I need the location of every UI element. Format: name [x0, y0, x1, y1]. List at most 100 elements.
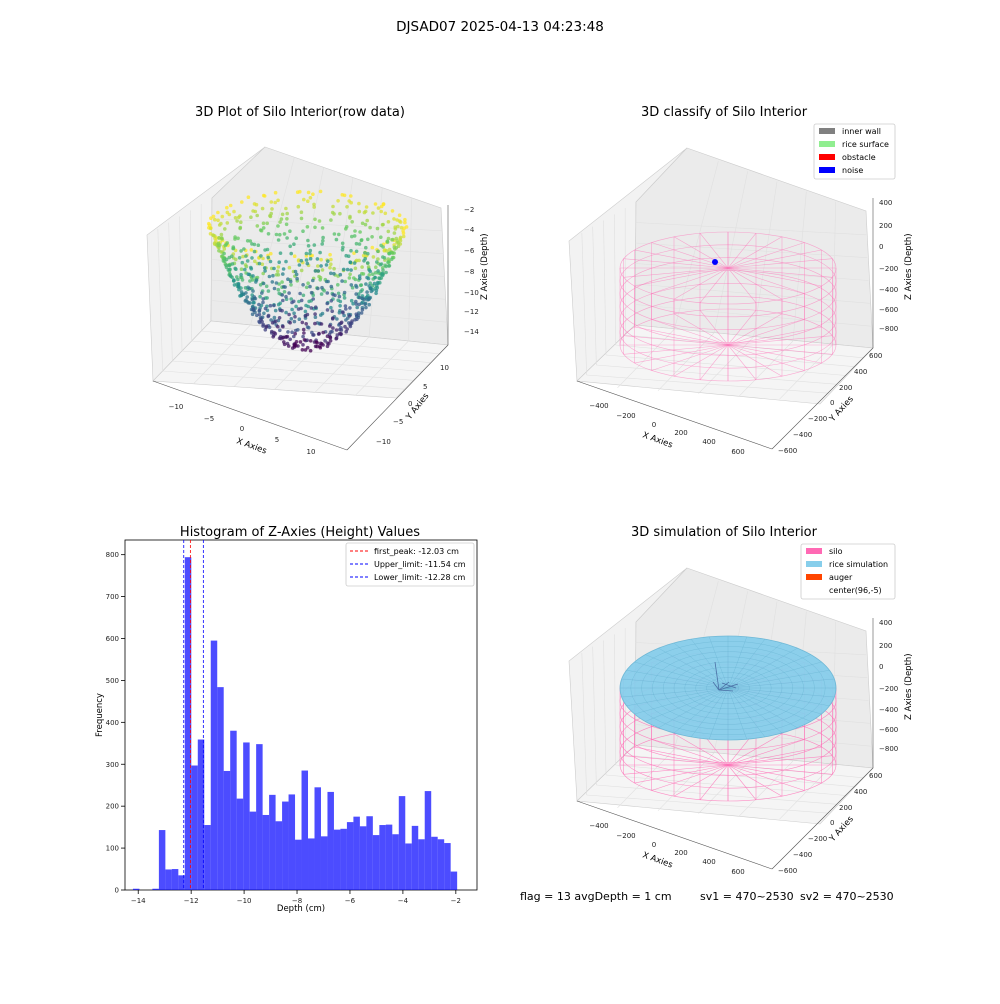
histogram-ylabel: Frequency: [95, 693, 105, 737]
point-marker: [305, 286, 309, 290]
point-marker: [381, 274, 385, 278]
point-marker: [308, 285, 312, 289]
point-marker: [271, 280, 275, 284]
point-marker: [262, 312, 266, 316]
point-marker: [387, 252, 391, 256]
panel1-ztick: −12: [464, 308, 479, 316]
point-marker: [274, 191, 278, 195]
histogram-legend: first_peak: -12.03 cm Upper_limit: -11.5…: [346, 543, 474, 586]
point-marker: [267, 232, 271, 236]
point-marker: [217, 249, 221, 253]
point-marker: [261, 301, 265, 305]
histogram-bar: [276, 821, 282, 890]
point-marker: [265, 222, 269, 226]
point-marker: [221, 215, 225, 219]
point-marker: [326, 345, 330, 349]
point-marker: [373, 282, 377, 286]
histogram-bar: [217, 687, 223, 890]
panel1-ztick: −2: [464, 206, 474, 214]
point-marker: [343, 291, 347, 295]
point-marker: [337, 233, 341, 237]
panel2-xtick: −400: [589, 402, 608, 410]
panel2-ztick: −200: [879, 265, 898, 273]
point-marker: [307, 326, 311, 330]
point-marker: [258, 313, 262, 317]
point-marker: [247, 195, 251, 199]
panel2-ytick: −400: [793, 431, 812, 439]
point-marker: [216, 219, 220, 223]
point-marker: [318, 278, 322, 282]
point-marker: [263, 269, 267, 273]
point-marker: [349, 325, 353, 329]
point-marker: [379, 235, 383, 239]
point-marker: [267, 289, 271, 293]
point-marker: [247, 272, 251, 276]
point-marker: [290, 330, 294, 334]
point-marker: [258, 262, 262, 266]
histogram-xtick-label: −10: [237, 897, 252, 905]
panel4-xtick: 400: [702, 858, 715, 866]
point-marker: [297, 205, 301, 209]
point-marker: [232, 245, 236, 249]
point-marker: [263, 248, 267, 252]
point-marker: [355, 285, 359, 289]
point-marker: [244, 254, 248, 258]
histogram-ytick-label: 0: [115, 887, 119, 895]
point-marker: [229, 204, 233, 208]
point-marker: [331, 211, 335, 215]
histogram-bar: [243, 742, 249, 890]
point-marker: [294, 305, 298, 309]
point-marker: [273, 287, 277, 291]
point-marker: [363, 211, 367, 215]
point-marker: [277, 238, 281, 242]
legend-label: obstacle: [842, 153, 876, 162]
point-marker: [224, 263, 228, 267]
point-marker: [373, 276, 377, 280]
legend-label: silo: [829, 547, 843, 556]
point-marker: [329, 218, 333, 222]
histogram-xtick-label: −14: [131, 897, 146, 905]
point-marker: [278, 233, 282, 237]
point-marker: [321, 331, 325, 335]
point-marker: [321, 268, 325, 272]
panel4-xtick: −200: [616, 832, 635, 840]
point-marker: [350, 220, 354, 224]
point-marker: [270, 207, 274, 211]
histogram-bar: [308, 838, 314, 890]
point-marker: [363, 302, 367, 306]
point-marker: [273, 201, 277, 205]
histogram-bar: [399, 796, 405, 890]
legend-label: rice surface: [842, 140, 889, 149]
point-marker: [385, 249, 389, 253]
point-marker: [255, 214, 259, 218]
point-marker: [306, 262, 310, 266]
point-marker: [293, 320, 297, 324]
point-marker: [240, 290, 244, 294]
point-marker: [277, 273, 281, 277]
point-marker: [379, 210, 383, 214]
point-marker: [231, 262, 235, 266]
point-marker: [318, 344, 322, 348]
point-marker: [275, 281, 279, 285]
point-marker: [320, 292, 324, 296]
point-marker: [310, 291, 314, 295]
point-marker: [338, 295, 342, 299]
point-marker: [281, 272, 285, 276]
point-marker: [340, 279, 344, 283]
point-marker: [383, 256, 387, 260]
point-marker: [236, 237, 240, 241]
point-marker: [371, 272, 375, 276]
histogram-bar: [282, 802, 288, 890]
point-marker: [247, 301, 251, 305]
point-marker: [304, 322, 308, 326]
point-marker: [310, 306, 314, 310]
point-marker: [355, 312, 359, 316]
point-marker: [269, 304, 273, 308]
histogram-bar: [230, 731, 236, 890]
point-marker: [344, 227, 348, 231]
point-marker: [335, 238, 339, 242]
histogram-xtick-label: −4: [398, 897, 409, 905]
point-marker: [314, 305, 318, 309]
point-marker: [306, 199, 310, 203]
